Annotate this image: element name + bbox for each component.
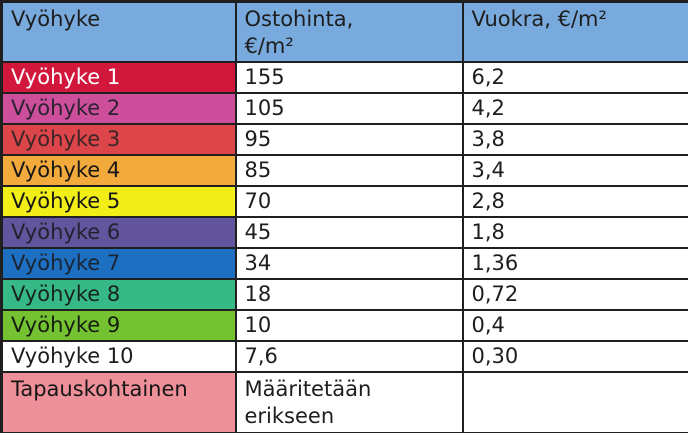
zone-cell: Vyöhyke 1 (0, 60, 237, 94)
header-rent: Vuokra, €/m² (461, 0, 688, 63)
price-cell: 34 (234, 246, 464, 280)
rent-cell: 0,4 (461, 308, 688, 342)
table-row: Vyöhyke 4 85 3,4 (0, 153, 688, 187)
rent-cell: 6,2 (461, 60, 688, 94)
rent-cell: 3,8 (461, 122, 688, 156)
price-cell: 105 (234, 91, 464, 125)
rent-cell: 1,36 (461, 246, 688, 280)
table-row: Vyöhyke 7 34 1,36 (0, 246, 688, 280)
table-row: Tapauskohtainen Määritetään erikseen (0, 370, 688, 433)
table-row: Vyöhyke 2 105 4,2 (0, 91, 688, 125)
rent-cell: 0,30 (461, 339, 688, 373)
zone-cell: Vyöhyke 5 (0, 184, 237, 218)
table-row: Vyöhyke 10 7,6 0,30 (0, 339, 688, 373)
table-row: Vyöhyke 5 70 2,8 (0, 184, 688, 218)
table-row: Vyöhyke 6 45 1,8 (0, 215, 688, 249)
table-row: Vyöhyke 8 18 0,72 (0, 277, 688, 311)
zone-cell: Vyöhyke 8 (0, 277, 237, 311)
table-row: Vyöhyke 9 10 0,4 (0, 308, 688, 342)
zone-cell: Vyöhyke 9 (0, 308, 237, 342)
rent-cell: 4,2 (461, 91, 688, 125)
price-cell: Määritetään erikseen (234, 370, 464, 433)
zone-cell: Vyöhyke 7 (0, 246, 237, 280)
zone-cell: Vyöhyke 6 (0, 215, 237, 249)
zone-cell: Vyöhyke 10 (0, 339, 237, 373)
price-cell: 70 (234, 184, 464, 218)
zone-cell: Tapauskohtainen (0, 370, 237, 433)
price-cell: 155 (234, 60, 464, 94)
price-cell: 10 (234, 308, 464, 342)
rent-cell: 2,8 (461, 184, 688, 218)
price-cell: 95 (234, 122, 464, 156)
rent-cell: 3,4 (461, 153, 688, 187)
header-price: Ostohinta, €/m² (234, 0, 464, 63)
rent-cell: 1,8 (461, 215, 688, 249)
rent-cell: 0,72 (461, 277, 688, 311)
zone-cell: Vyöhyke 2 (0, 91, 237, 125)
price-cell: 7,6 (234, 339, 464, 373)
price-cell: 18 (234, 277, 464, 311)
zone-cell: Vyöhyke 3 (0, 122, 237, 156)
table-row: Vyöhyke 3 95 3,8 (0, 122, 688, 156)
price-cell: 45 (234, 215, 464, 249)
table-row: Vyöhyke 1 155 6,2 (0, 60, 688, 94)
zone-cell: Vyöhyke 4 (0, 153, 237, 187)
price-cell: 85 (234, 153, 464, 187)
header-zone: Vyöhyke (0, 0, 237, 63)
header-row: Vyöhyke Ostohinta, €/m² Vuokra, €/m² (0, 0, 688, 63)
rent-cell (461, 370, 688, 433)
